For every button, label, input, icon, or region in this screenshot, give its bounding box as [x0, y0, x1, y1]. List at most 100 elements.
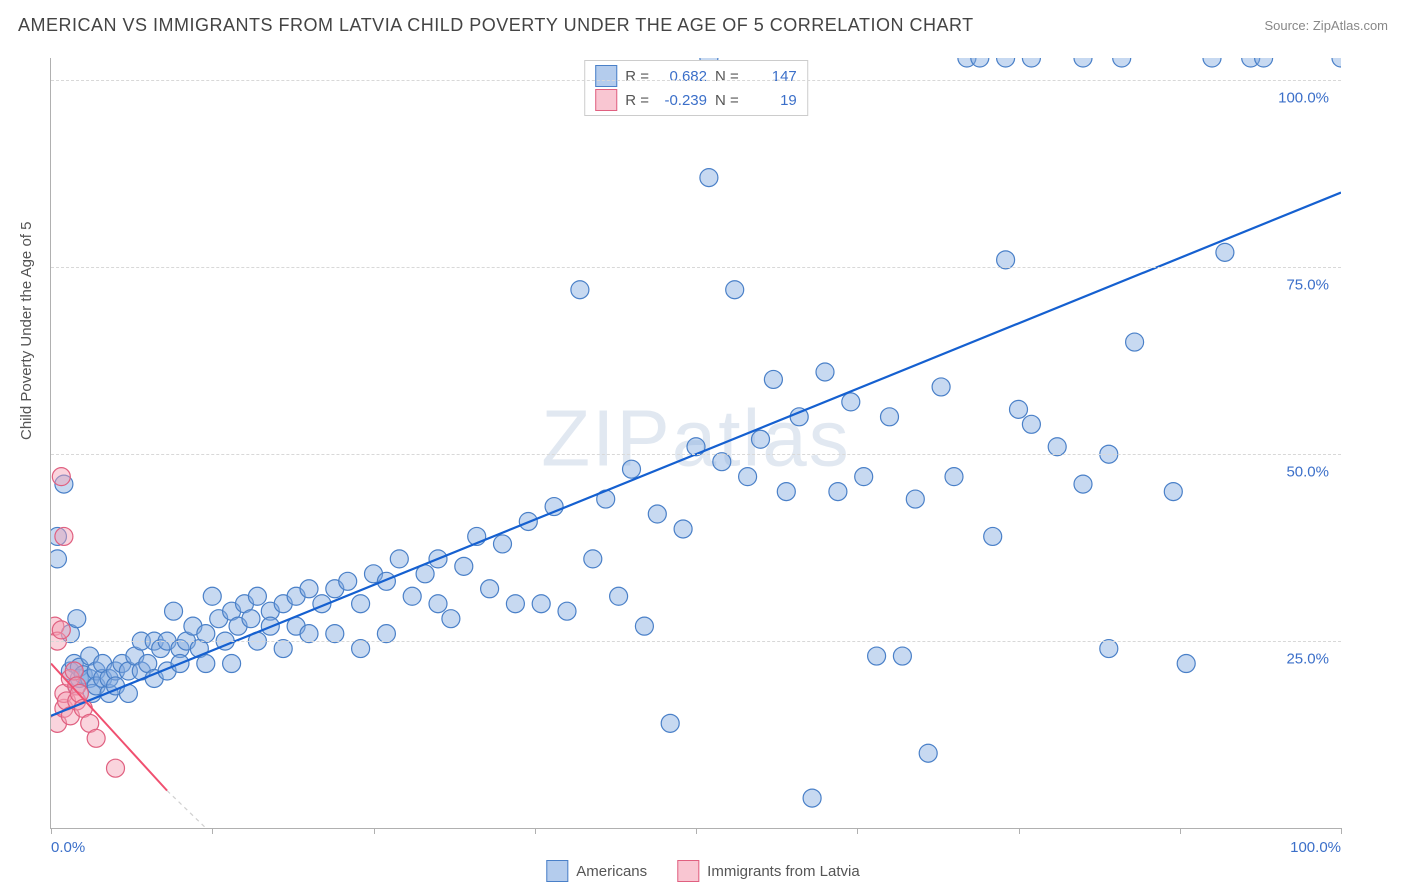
r-label-blue: R = — [625, 68, 649, 85]
data-point — [55, 527, 73, 545]
data-point — [842, 393, 860, 411]
data-point — [1048, 438, 1066, 456]
data-point — [610, 587, 628, 605]
data-point — [803, 789, 821, 807]
data-point — [1177, 655, 1195, 673]
data-point — [713, 453, 731, 471]
data-point — [1332, 58, 1341, 67]
data-point — [816, 363, 834, 381]
data-point — [868, 647, 886, 665]
data-point — [997, 251, 1015, 269]
data-point — [300, 580, 318, 598]
bottom-legend: Americans Immigrants from Latvia — [546, 860, 859, 882]
data-point — [107, 759, 125, 777]
x-tick — [212, 828, 213, 834]
r-value-pink: -0.239 — [657, 92, 707, 109]
r-value-blue: 0.682 — [657, 68, 707, 85]
data-point — [429, 595, 447, 613]
legend-item-latvia: Immigrants from Latvia — [677, 860, 860, 882]
swatch-blue-icon — [546, 860, 568, 882]
n-value-pink: 19 — [747, 92, 797, 109]
data-point — [1074, 475, 1092, 493]
data-point — [674, 520, 692, 538]
data-point — [377, 625, 395, 643]
data-point — [52, 468, 70, 486]
swatch-pink-icon — [595, 89, 617, 111]
chart-plot-area: ZIPatlas R = 0.682 N = 147 R = -0.239 N … — [50, 58, 1341, 829]
r-label-pink: R = — [625, 92, 649, 109]
stats-row-blue: R = 0.682 N = 147 — [595, 65, 797, 87]
source-label: Source: ZipAtlas.com — [1264, 18, 1388, 33]
data-point — [1113, 58, 1131, 67]
legend-label-latvia: Immigrants from Latvia — [707, 863, 860, 880]
data-point — [339, 572, 357, 590]
data-point — [571, 281, 589, 299]
n-value-blue: 147 — [747, 68, 797, 85]
data-point — [893, 647, 911, 665]
data-point — [352, 595, 370, 613]
y-tick-label: 50.0% — [1286, 464, 1329, 481]
x-tick — [374, 828, 375, 834]
data-point — [623, 460, 641, 478]
data-point — [855, 468, 873, 486]
x-tick — [535, 828, 536, 834]
y-tick-label: 100.0% — [1278, 90, 1329, 107]
swatch-pink-icon — [677, 860, 699, 882]
data-point — [442, 610, 460, 628]
trend-line — [167, 791, 206, 828]
y-axis-label: Child Poverty Under the Age of 5 — [18, 222, 35, 440]
legend-item-americans: Americans — [546, 860, 647, 882]
data-point — [455, 557, 473, 575]
grid-line — [51, 80, 1341, 81]
data-point — [274, 640, 292, 658]
data-point — [1074, 58, 1092, 67]
data-point — [997, 58, 1015, 67]
grid-line — [51, 454, 1341, 455]
data-point — [1022, 58, 1040, 67]
data-point — [51, 550, 66, 568]
x-tick — [51, 828, 52, 834]
x-tick — [1341, 828, 1342, 834]
data-point — [906, 490, 924, 508]
data-point — [242, 610, 260, 628]
data-point — [403, 587, 421, 605]
data-point — [1203, 58, 1221, 67]
data-point — [661, 714, 679, 732]
data-point — [203, 587, 221, 605]
x-tick — [1019, 828, 1020, 834]
data-point — [1022, 415, 1040, 433]
data-point — [635, 617, 653, 635]
data-point — [165, 602, 183, 620]
data-point — [584, 550, 602, 568]
data-point — [1216, 243, 1234, 261]
x-tick-label-end: 100.0% — [1290, 839, 1341, 856]
chart-header: AMERICAN VS IMMIGRANTS FROM LATVIA CHILD… — [0, 0, 1406, 50]
data-point — [777, 483, 795, 501]
data-point — [1255, 58, 1273, 67]
swatch-blue-icon — [595, 65, 617, 87]
data-point — [932, 378, 950, 396]
legend-label-americans: Americans — [576, 863, 647, 880]
data-point — [945, 468, 963, 486]
grid-line — [51, 267, 1341, 268]
x-tick — [696, 828, 697, 834]
data-point — [300, 625, 318, 643]
data-point — [971, 58, 989, 67]
data-point — [648, 505, 666, 523]
data-point — [1126, 333, 1144, 351]
data-point — [326, 625, 344, 643]
data-point — [558, 602, 576, 620]
data-point — [494, 535, 512, 553]
data-point — [919, 744, 937, 762]
data-point — [506, 595, 524, 613]
data-point — [752, 430, 770, 448]
data-point — [532, 595, 550, 613]
data-point — [481, 580, 499, 598]
data-point — [68, 610, 86, 628]
stats-row-pink: R = -0.239 N = 19 — [595, 89, 797, 111]
data-point — [881, 408, 899, 426]
correlation-stats-legend: R = 0.682 N = 147 R = -0.239 N = 19 — [584, 60, 808, 116]
data-point — [1164, 483, 1182, 501]
data-point — [87, 729, 105, 747]
n-label-blue: N = — [715, 68, 739, 85]
